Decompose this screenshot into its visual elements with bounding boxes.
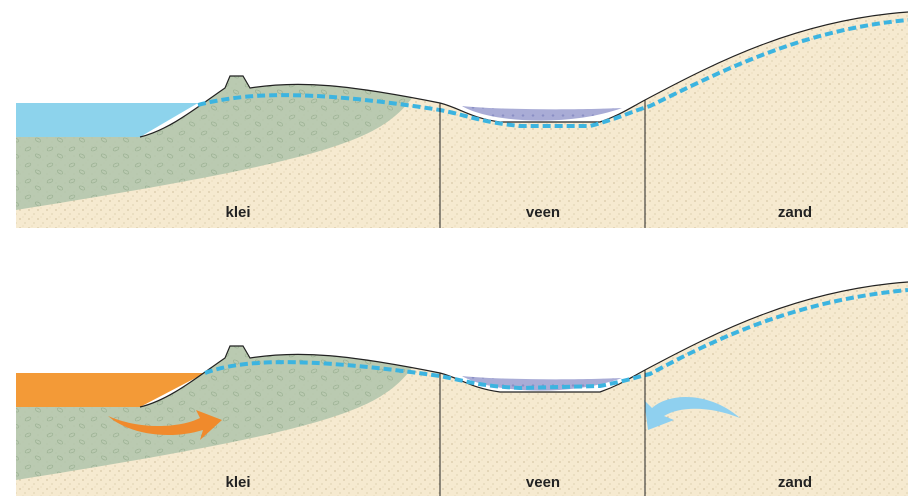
blue-arrow [644,397,740,430]
label: zand [778,204,812,221]
surface-line [139,11,908,138]
sand [16,282,908,496]
groundwater-line [204,288,908,391]
label: veen [526,204,560,221]
clay-layer [16,76,412,210]
sand [16,12,908,228]
label: veen [526,474,560,491]
panel-bottom: klei veen zand [16,281,908,496]
label: zand [778,474,812,491]
water [16,373,205,407]
label: klei [225,204,250,221]
water [16,103,198,137]
label: klei [225,474,250,491]
peat-layer [462,106,622,121]
orange-arrow [108,410,222,440]
clay-layer [16,346,412,480]
panel-top: klei veen zand [16,11,908,228]
groundwater-line [197,18,908,128]
